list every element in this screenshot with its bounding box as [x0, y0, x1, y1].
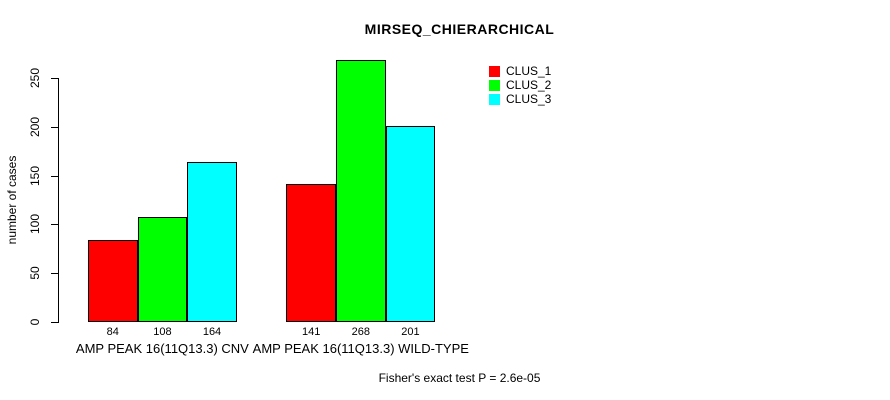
bar-value-label: 108	[153, 326, 172, 338]
y-tick-mark	[51, 322, 58, 323]
y-tick-label: 150	[28, 165, 42, 186]
y-tick-label: 200	[28, 116, 42, 137]
y-tick-mark	[51, 126, 58, 128]
y-axis-label: number of cases	[5, 155, 19, 245]
bar-value-label: 141	[302, 326, 321, 338]
y-tick-label: 250	[28, 67, 42, 89]
bar-clus_3-group1	[187, 161, 237, 322]
legend-row: CLUS_3	[489, 92, 551, 106]
legend-label: CLUS_1	[506, 64, 552, 78]
bar-value-label: 84	[106, 326, 119, 338]
y-tick-mark	[51, 224, 58, 226]
legend-swatch-icon	[489, 79, 500, 91]
legend: CLUS_1 CLUS_2 CLUS_3	[489, 64, 551, 106]
y-tick-mark	[51, 175, 58, 177]
chart-title: MIRSEQ_CHIERARCHICAL	[364, 21, 555, 37]
x-category-label: AMP PEAK 16(11Q13.3) CNV	[75, 341, 249, 356]
bar-clus_1-group1	[88, 240, 138, 322]
bar-clus_3-group2	[385, 125, 436, 322]
legend-row: CLUS_1	[489, 64, 551, 78]
y-axis-line	[58, 78, 59, 323]
legend-label: CLUS_3	[506, 92, 552, 106]
annotation-pvalue: Fisher's exact test P = 2.6e-05	[378, 371, 541, 385]
y-tick-mark	[51, 273, 58, 275]
bar-value-label: 268	[351, 326, 370, 338]
y-tick-label: 0	[28, 318, 42, 326]
y-tick-label: 100	[28, 214, 42, 235]
bar-clus_1-group2	[286, 184, 336, 322]
legend-swatch-icon	[489, 65, 500, 77]
bar-clus_2-group2	[336, 60, 386, 322]
bar-clus_2-group1	[137, 216, 188, 322]
legend-swatch-icon	[489, 93, 500, 105]
y-tick-label: 50	[28, 266, 42, 280]
x-category-label: AMP PEAK 16(11Q13.3) WILD-TYPE	[252, 341, 469, 356]
bar-value-label: 201	[401, 326, 420, 338]
y-tick-mark	[51, 78, 58, 79]
bar-value-label: 164	[202, 326, 222, 338]
legend-row: CLUS_2	[489, 78, 551, 92]
legend-label: CLUS_2	[506, 78, 552, 92]
